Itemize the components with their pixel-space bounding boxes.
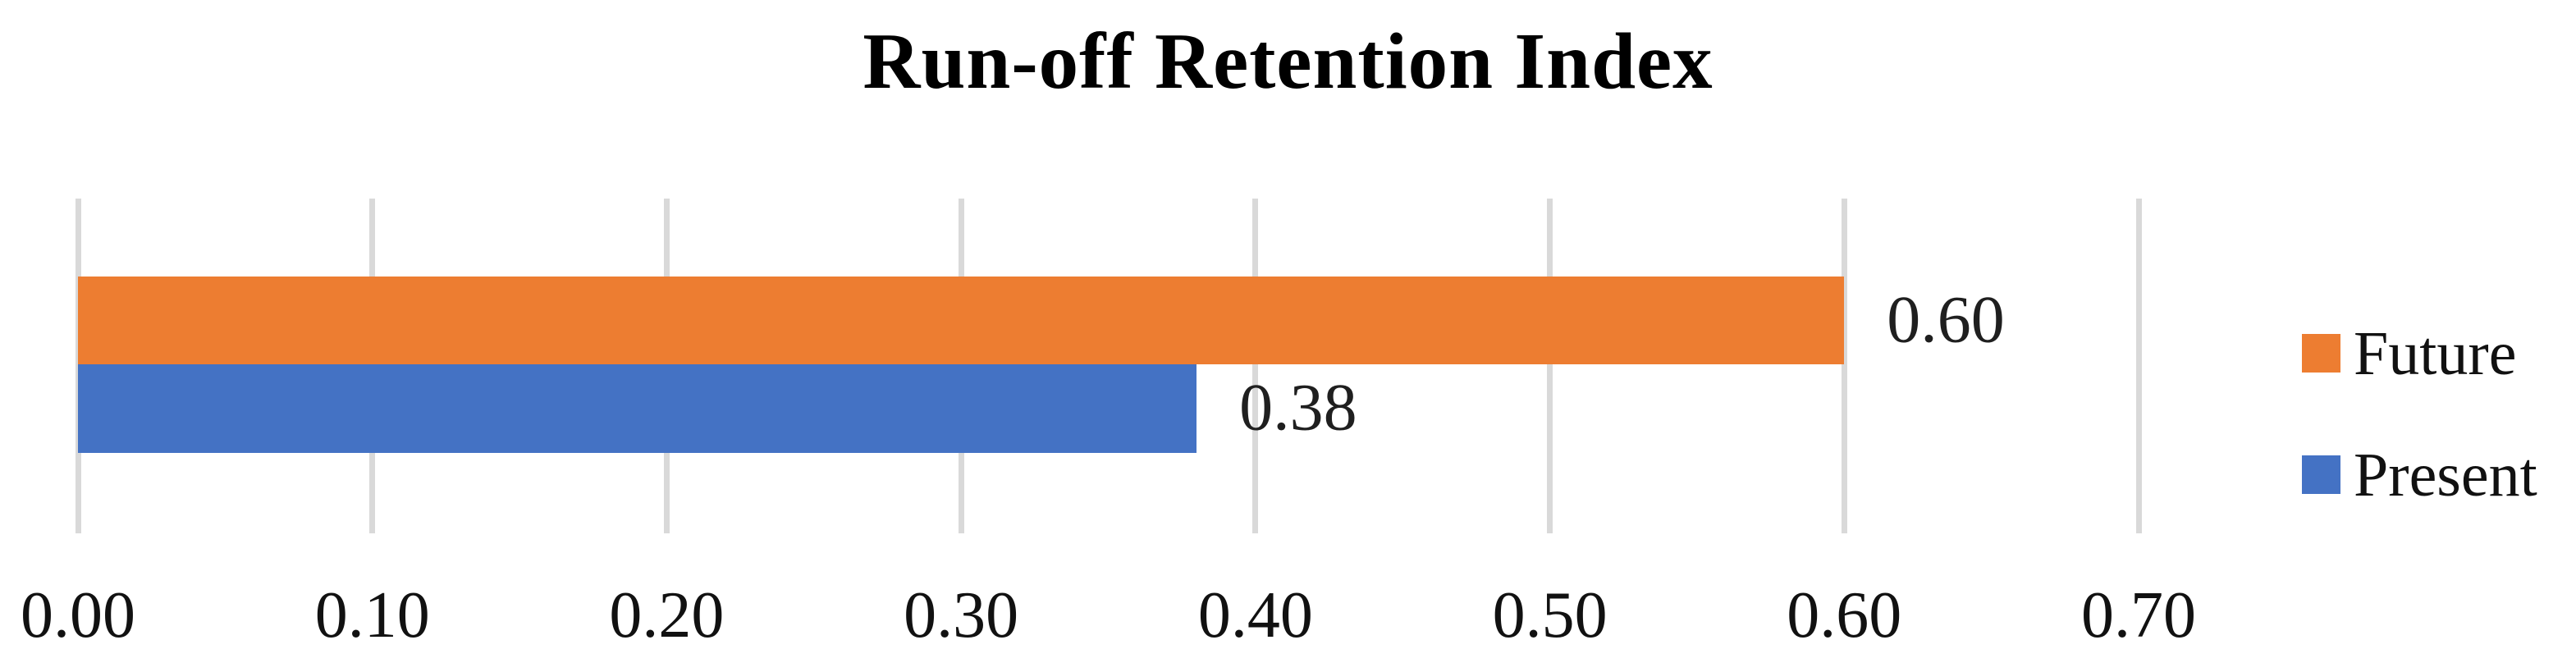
legend-label-present: Present bbox=[2354, 440, 2537, 510]
x-tick-label: 0.00 bbox=[21, 579, 135, 651]
x-tick-label: 0.30 bbox=[904, 579, 1019, 651]
legend-swatch-future-icon bbox=[2302, 334, 2340, 373]
data-label-present: 0.38 bbox=[1239, 369, 1357, 445]
gridline bbox=[1547, 199, 1553, 533]
legend-item-present: Present bbox=[2302, 440, 2537, 510]
legend: Future Present bbox=[2302, 0, 2576, 672]
x-tick-label: 0.70 bbox=[2081, 579, 2196, 651]
plot-area: 0.60 0.38 bbox=[75, 199, 2142, 533]
legend-label-future: Future bbox=[2354, 318, 2517, 388]
legend-item-future: Future bbox=[2302, 318, 2517, 388]
x-tick-label: 0.20 bbox=[609, 579, 725, 651]
bar-present bbox=[78, 364, 1197, 453]
x-tick-label: 0.50 bbox=[1492, 579, 1608, 651]
x-tick-label: 0.40 bbox=[1197, 579, 1313, 651]
chart-title: Run-off Retention Index bbox=[862, 17, 1714, 105]
gridline bbox=[2135, 199, 2142, 533]
gridline bbox=[1841, 199, 1847, 533]
gridline bbox=[1252, 199, 1259, 533]
bar-future bbox=[78, 277, 1845, 364]
data-label-future: 0.60 bbox=[1887, 281, 2005, 356]
x-tick-label: 0.60 bbox=[1787, 579, 1902, 651]
legend-swatch-present-icon bbox=[2302, 455, 2340, 494]
x-tick-label: 0.10 bbox=[314, 579, 430, 651]
x-axis: 0.00 0.10 0.20 0.30 0.40 0.50 0.60 0.70 bbox=[0, 533, 2576, 672]
